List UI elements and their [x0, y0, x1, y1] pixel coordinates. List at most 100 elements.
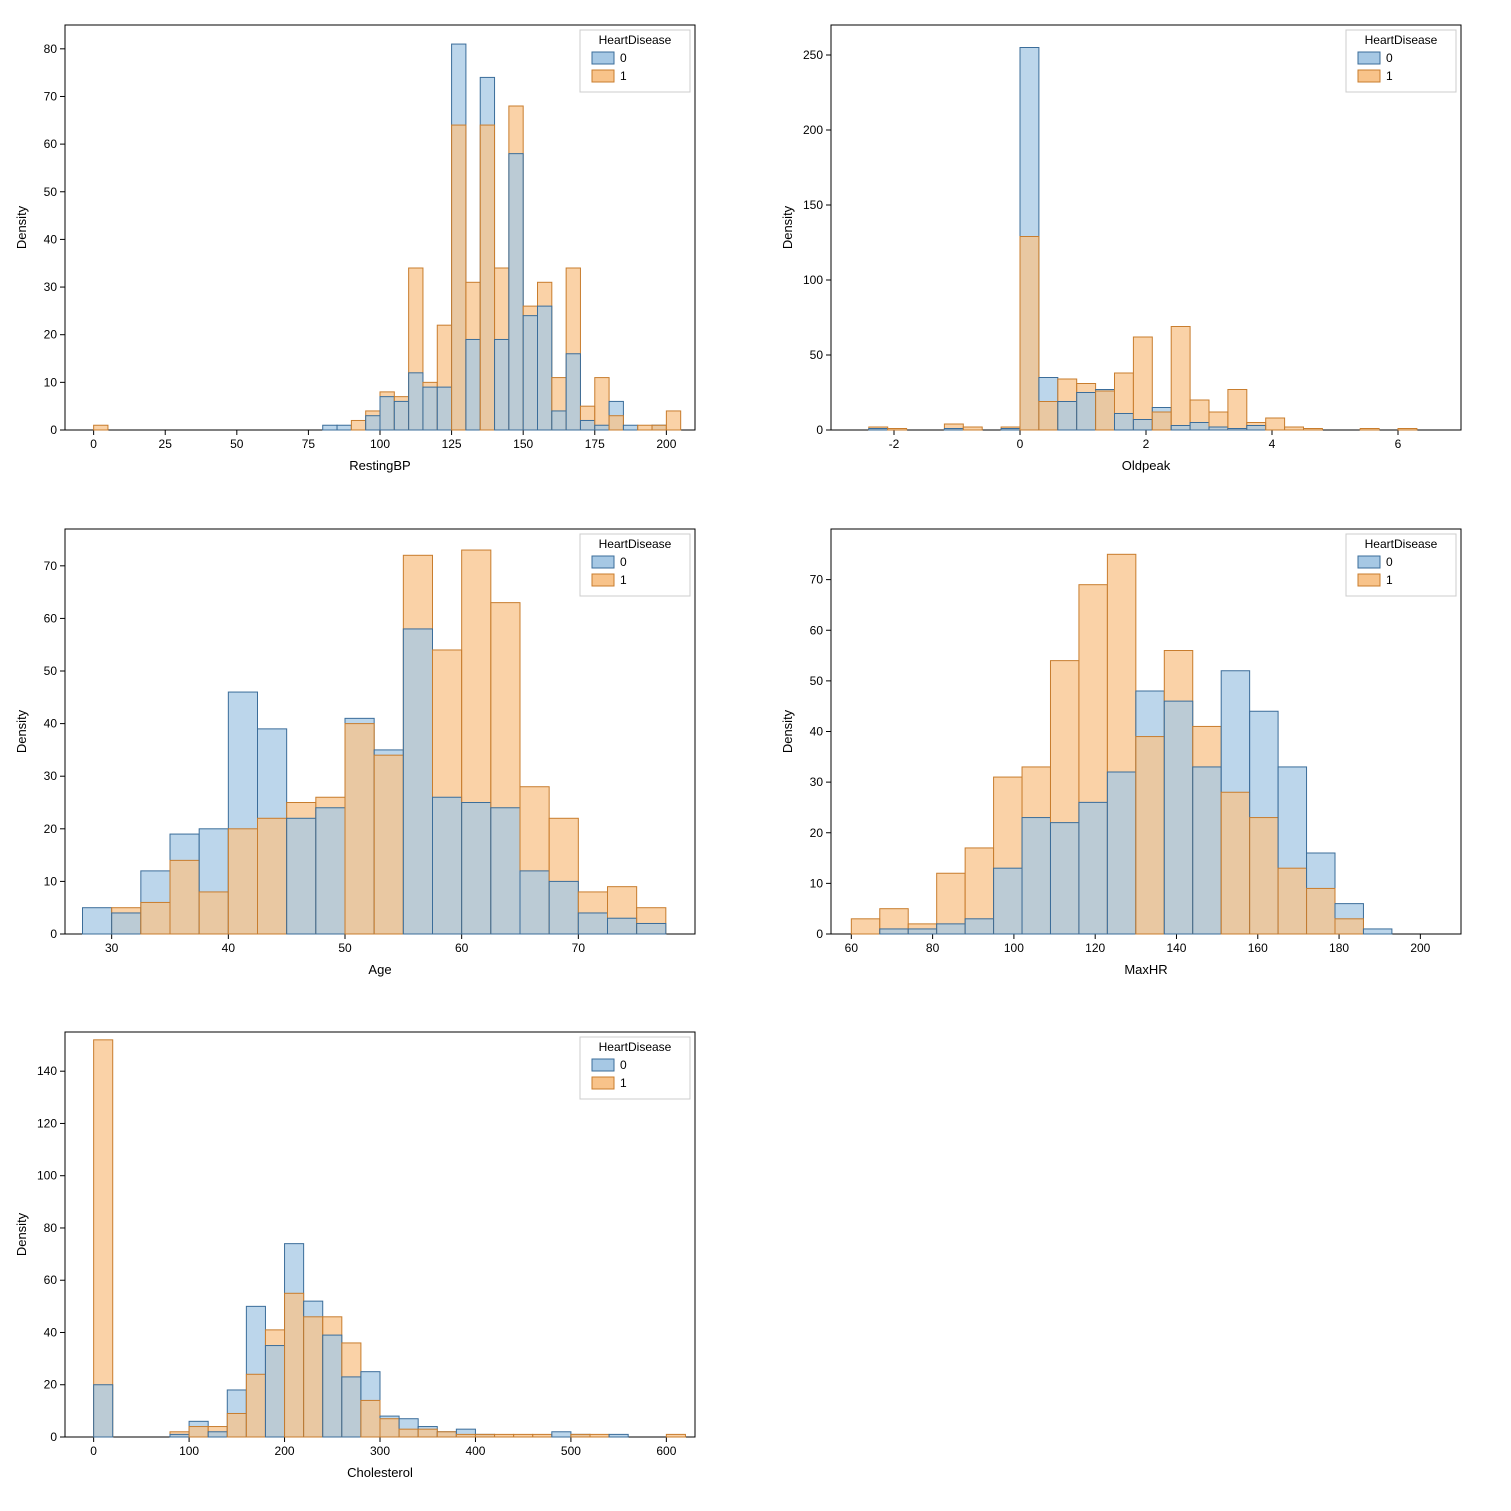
svg-text:HeartDisease: HeartDisease — [599, 1040, 672, 1054]
svg-text:Density: Density — [780, 205, 795, 249]
svg-text:140: 140 — [1166, 941, 1186, 955]
svg-text:50: 50 — [44, 664, 58, 678]
svg-text:80: 80 — [44, 1221, 58, 1235]
svg-text:30: 30 — [105, 941, 119, 955]
svg-text:0: 0 — [1386, 555, 1393, 569]
svg-text:80: 80 — [44, 42, 58, 56]
svg-text:0: 0 — [50, 1430, 57, 1444]
svg-text:0: 0 — [620, 1058, 627, 1072]
svg-text:20: 20 — [809, 825, 823, 839]
svg-text:50: 50 — [44, 185, 58, 199]
panel-oldpeak: -20246050100150200250OldpeakDensityHeart… — [776, 10, 1502, 494]
svg-text:-2: -2 — [888, 437, 899, 451]
svg-text:50: 50 — [230, 437, 244, 451]
svg-text:150: 150 — [802, 198, 822, 212]
svg-text:60: 60 — [455, 941, 469, 955]
svg-text:HeartDisease: HeartDisease — [599, 537, 672, 551]
svg-text:40: 40 — [809, 724, 823, 738]
svg-text:120: 120 — [37, 1117, 57, 1131]
svg-text:50: 50 — [338, 941, 352, 955]
svg-text:RestingBP: RestingBP — [349, 458, 410, 473]
svg-text:HeartDisease: HeartDisease — [1364, 537, 1437, 551]
svg-text:50: 50 — [809, 674, 823, 688]
svg-text:70: 70 — [572, 941, 586, 955]
svg-text:2: 2 — [1142, 437, 1149, 451]
svg-text:100: 100 — [179, 1444, 199, 1458]
panel-age: 3040506070010203040506070AgeDensityHeart… — [10, 514, 736, 998]
svg-text:Oldpeak: Oldpeak — [1121, 458, 1170, 473]
svg-text:HeartDisease: HeartDisease — [1364, 33, 1437, 47]
svg-text:0: 0 — [620, 555, 627, 569]
svg-text:600: 600 — [656, 1444, 676, 1458]
svg-text:60: 60 — [44, 611, 58, 625]
svg-text:40: 40 — [44, 232, 58, 246]
svg-text:0: 0 — [1016, 437, 1023, 451]
svg-text:180: 180 — [1329, 941, 1349, 955]
svg-text:75: 75 — [302, 437, 316, 451]
panel-empty — [776, 1017, 1502, 1501]
svg-text:200: 200 — [656, 437, 676, 451]
panel-maxhr: 60 80 100 120 140 160 180 200 0 10 20 30 40 50 60 70 Max… — [776, 514, 1502, 998]
svg-text:125: 125 — [442, 437, 462, 451]
svg-text:100: 100 — [1003, 941, 1023, 955]
svg-text:1: 1 — [1386, 573, 1393, 587]
svg-text:0: 0 — [620, 51, 627, 65]
svg-text:60: 60 — [809, 623, 823, 637]
svg-text:HeartDisease: HeartDisease — [599, 33, 672, 47]
svg-text:Density: Density — [14, 709, 29, 753]
svg-text:1: 1 — [1386, 69, 1393, 83]
svg-text:20: 20 — [44, 821, 58, 835]
svg-text:1: 1 — [620, 1076, 627, 1090]
svg-text:20: 20 — [44, 328, 58, 342]
svg-text:100: 100 — [370, 437, 390, 451]
svg-text:200: 200 — [1410, 941, 1430, 955]
svg-text:0: 0 — [50, 927, 57, 941]
svg-text:Density: Density — [14, 205, 29, 249]
panel-cholesterol: 0 100 200 300 400 500 600 0 20 40 60 80 100 120 140 Cho… — [10, 1017, 736, 1501]
svg-text:1: 1 — [620, 573, 627, 587]
svg-text:Age: Age — [368, 962, 391, 977]
svg-text:70: 70 — [44, 558, 58, 572]
svg-text:50: 50 — [809, 348, 823, 362]
panel-restingbp: 0 25 50 75 100 125 150 175 200 0 10 20 30 40 50 60 70 80 R… — [10, 10, 736, 494]
svg-text:120: 120 — [1085, 941, 1105, 955]
svg-text:0: 0 — [50, 423, 57, 437]
svg-text:30: 30 — [809, 775, 823, 789]
svg-text:30: 30 — [44, 280, 58, 294]
svg-text:100: 100 — [37, 1169, 57, 1183]
svg-text:60: 60 — [44, 137, 58, 151]
svg-text:0: 0 — [1386, 51, 1393, 65]
svg-text:20: 20 — [44, 1378, 58, 1392]
svg-text:40: 40 — [44, 716, 58, 730]
svg-text:60: 60 — [844, 941, 858, 955]
svg-text:Density: Density — [14, 1213, 29, 1257]
svg-text:80: 80 — [925, 941, 939, 955]
svg-text:Cholesterol: Cholesterol — [347, 1465, 413, 1480]
svg-text:70: 70 — [44, 89, 58, 103]
svg-text:100: 100 — [802, 273, 822, 287]
svg-text:Density: Density — [780, 709, 795, 753]
svg-text:200: 200 — [802, 123, 822, 137]
svg-text:175: 175 — [585, 437, 605, 451]
svg-text:500: 500 — [561, 1444, 581, 1458]
svg-text:40: 40 — [222, 941, 236, 955]
svg-text:160: 160 — [1247, 941, 1267, 955]
svg-text:25: 25 — [159, 437, 173, 451]
svg-text:400: 400 — [465, 1444, 485, 1458]
svg-text:30: 30 — [44, 769, 58, 783]
svg-text:MaxHR: MaxHR — [1124, 962, 1167, 977]
svg-text:10: 10 — [809, 876, 823, 890]
svg-text:0: 0 — [90, 1444, 97, 1458]
svg-text:70: 70 — [809, 572, 823, 586]
svg-text:40: 40 — [44, 1326, 58, 1340]
svg-text:0: 0 — [816, 423, 823, 437]
svg-text:1: 1 — [620, 69, 627, 83]
svg-text:140: 140 — [37, 1065, 57, 1079]
svg-text:200: 200 — [275, 1444, 295, 1458]
svg-text:10: 10 — [44, 375, 58, 389]
svg-text:250: 250 — [802, 48, 822, 62]
svg-text:150: 150 — [513, 437, 533, 451]
chart-grid: 025507510012515017520001020304050607080R… — [0, 0, 1511, 1511]
svg-text:60: 60 — [44, 1274, 58, 1288]
svg-text:300: 300 — [370, 1444, 390, 1458]
